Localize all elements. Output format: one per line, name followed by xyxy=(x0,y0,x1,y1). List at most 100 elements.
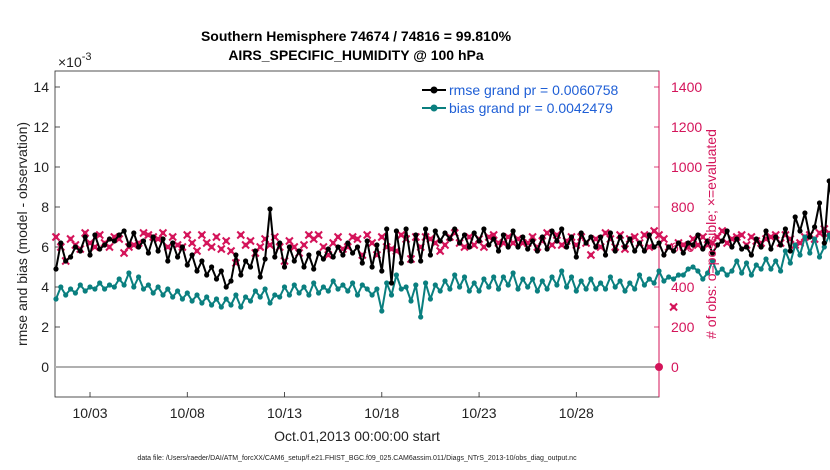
rmse-point xyxy=(228,278,234,284)
obs-count-marker xyxy=(333,232,343,242)
bias-point xyxy=(423,280,429,286)
bias-point xyxy=(126,270,132,276)
bias-point xyxy=(106,282,113,288)
obs-count-marker xyxy=(737,230,746,240)
obs-marker-dot xyxy=(588,252,594,258)
bias-point xyxy=(136,274,142,280)
rmse-point xyxy=(792,214,798,220)
bias-point xyxy=(432,282,438,288)
bias-point xyxy=(797,252,803,258)
bias-point xyxy=(821,244,827,250)
rmse-point xyxy=(437,238,443,244)
bias-point xyxy=(622,288,628,294)
bias-point xyxy=(388,292,395,298)
obs-count-marker xyxy=(256,242,265,252)
bias-point xyxy=(359,282,365,288)
rmse-point xyxy=(340,252,346,258)
obs-marker-dot xyxy=(647,244,652,250)
rmse-point xyxy=(812,224,818,230)
legend-rmse-marker xyxy=(430,86,438,94)
y-axis-left: 0 2 4 6 8 10 12 14 xyxy=(33,79,60,375)
bias-point xyxy=(442,278,448,284)
rmse-point xyxy=(719,238,725,244)
bias-point xyxy=(247,298,254,304)
bias-point xyxy=(58,284,64,290)
rmse-point xyxy=(393,228,399,234)
obs-marker-dot xyxy=(53,234,59,240)
rmse-point xyxy=(559,226,565,232)
bias-point xyxy=(812,236,818,242)
obs-marker-dot xyxy=(189,240,195,246)
y-tick-label: 4 xyxy=(41,279,49,295)
bias-point xyxy=(393,272,399,278)
rmse-point xyxy=(753,236,759,242)
bias-point xyxy=(778,268,784,274)
bias-point xyxy=(398,286,404,292)
bias-point xyxy=(612,284,618,290)
bias-point xyxy=(72,290,78,296)
rmse-point xyxy=(175,254,181,260)
rmse-point xyxy=(539,234,545,240)
bias-point xyxy=(695,268,701,274)
obs-marker-dot xyxy=(223,238,229,244)
x-tick-label: 10/03 xyxy=(72,405,107,421)
rmse-point xyxy=(598,234,604,240)
obs-marker-dot xyxy=(467,234,472,240)
rmse-point xyxy=(252,248,258,254)
rmse-point xyxy=(150,234,156,240)
rmse-point xyxy=(316,250,322,256)
obs-marker-dot xyxy=(107,244,112,250)
obs-count-marker xyxy=(207,242,216,252)
obs-marker-dot xyxy=(671,304,676,310)
rmse-point xyxy=(179,244,185,250)
obs-marker-dot xyxy=(695,242,701,248)
legend: rmse grand pr = 0.0060758 bias grand pr … xyxy=(422,82,618,116)
rmse-point xyxy=(491,236,497,242)
bias-point xyxy=(646,276,652,282)
rmse-point xyxy=(388,280,395,286)
rmse-point xyxy=(632,248,638,254)
rmse-point xyxy=(296,248,302,254)
bias-point xyxy=(739,270,745,276)
obs-marker-dot xyxy=(530,234,535,240)
obs-marker-dot xyxy=(316,232,321,238)
obs-marker-dot xyxy=(690,236,696,242)
bias-point xyxy=(544,286,550,292)
obs-count-marker xyxy=(377,232,387,242)
bias-point xyxy=(826,232,830,238)
rmse-point xyxy=(374,242,380,248)
rmse-point xyxy=(564,244,570,250)
rmse-point xyxy=(301,264,307,270)
bias-point xyxy=(199,300,205,306)
rmse-point xyxy=(525,246,531,252)
rmse-point xyxy=(281,264,288,270)
x-tick-label: 10/18 xyxy=(364,405,399,421)
obs-marker-dot xyxy=(506,234,511,240)
bias-point xyxy=(204,294,210,300)
rmse-point xyxy=(520,234,526,240)
rmse-point xyxy=(92,232,98,238)
y-exponent-power: -3 xyxy=(82,51,92,63)
rmse-point xyxy=(136,244,142,250)
bias-point xyxy=(194,292,200,298)
bias-point xyxy=(466,288,472,294)
obs-marker-dot xyxy=(481,244,487,250)
rmse-point xyxy=(408,258,414,264)
rmse-point xyxy=(797,228,803,234)
y-tick-label: 2 xyxy=(41,319,49,335)
obs-marker-dot xyxy=(379,234,385,240)
rmse-point xyxy=(77,248,83,254)
rmse-point xyxy=(476,238,482,244)
obs-marker-dot xyxy=(442,242,448,248)
rmse-point xyxy=(140,238,147,244)
obs-marker-dot xyxy=(199,232,205,238)
bias-point xyxy=(116,276,122,282)
rmse-point xyxy=(306,252,312,258)
rmse-point xyxy=(111,238,117,244)
bias-point xyxy=(320,284,326,290)
bias-point xyxy=(369,292,375,298)
rmse-point xyxy=(671,248,677,254)
rmse-point xyxy=(641,248,648,254)
y-right-tick-label: 0 xyxy=(671,359,679,375)
